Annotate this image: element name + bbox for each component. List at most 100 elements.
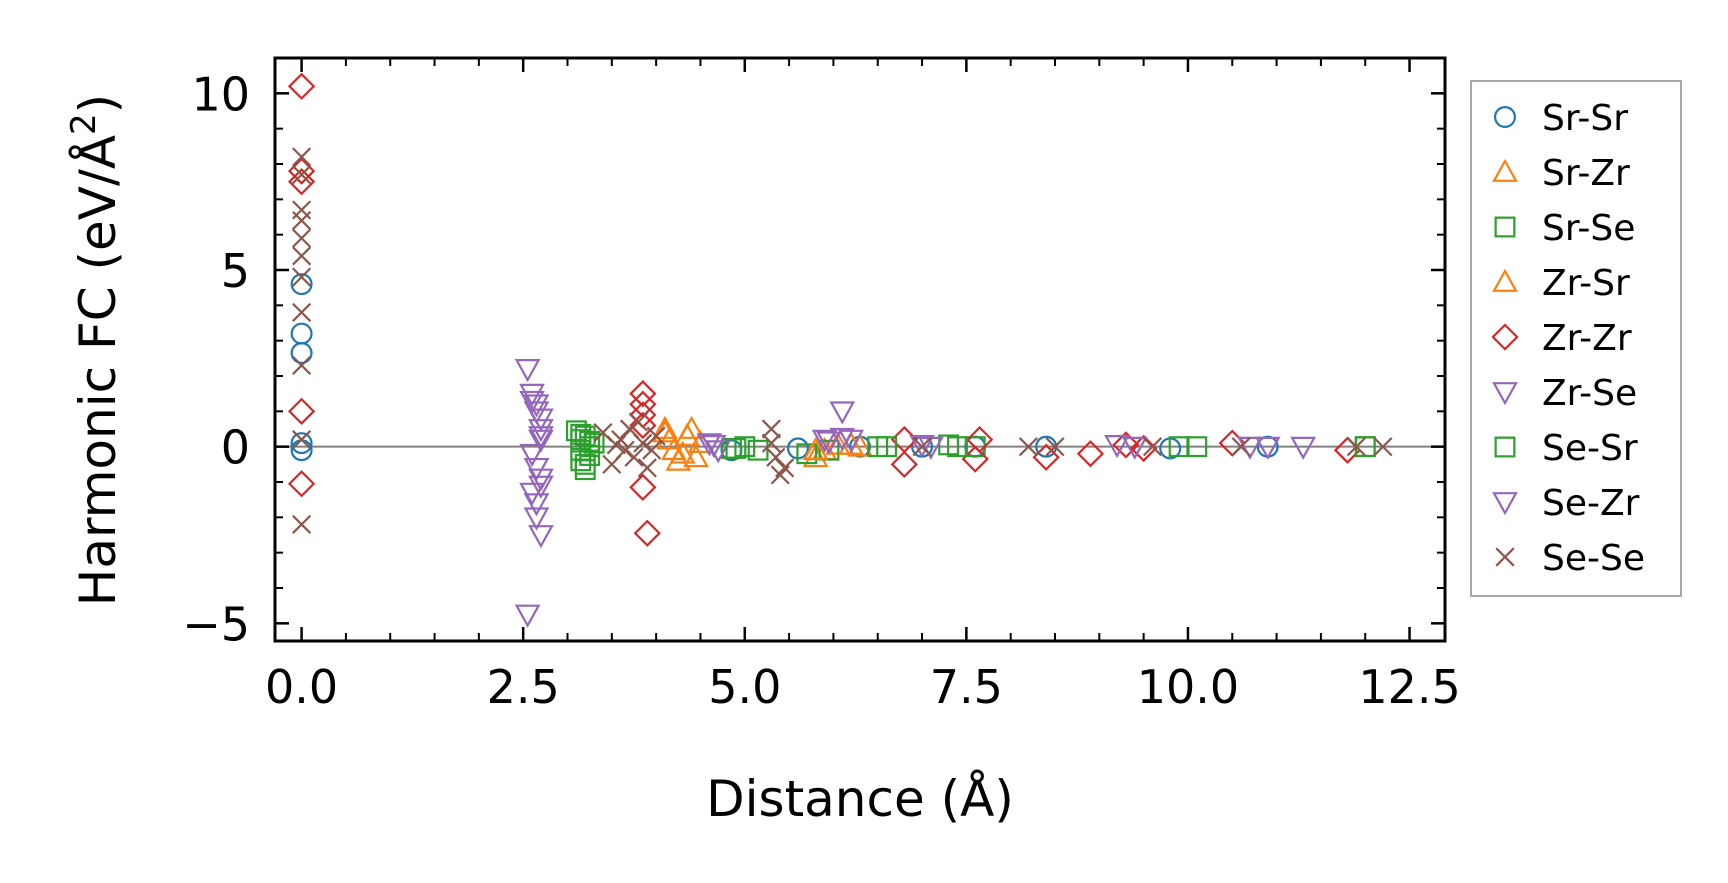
y-tick-label: 5 xyxy=(221,244,250,298)
data-point xyxy=(514,359,541,383)
legend-label: Sr-Zr xyxy=(1542,153,1630,194)
data-point xyxy=(292,147,312,167)
legend-marker xyxy=(1493,105,1516,128)
data-point xyxy=(287,470,316,498)
data-point xyxy=(966,425,994,454)
data-point xyxy=(287,72,316,100)
data-point xyxy=(287,397,316,425)
data-point xyxy=(700,435,727,459)
data-point xyxy=(1237,436,1263,460)
data-point xyxy=(290,342,313,365)
data-point xyxy=(629,473,657,501)
data-point xyxy=(1104,435,1130,459)
legend-label: Se-Sr xyxy=(1542,428,1638,469)
legend: Sr-Sr Sr-Zr Sr-Se Zr-Sr Zr-Zr Zr-Se Se-Sr Se-Zr… xyxy=(1470,80,1682,597)
data-point xyxy=(1018,437,1038,457)
data-point xyxy=(876,436,898,458)
data-point xyxy=(523,493,550,517)
data-point xyxy=(519,390,545,414)
tick-label-layer: 0.0 2.5 5.0 7.5 10.0 12.5 −5 0 5 10 xyxy=(182,67,1461,714)
data-point xyxy=(811,429,838,453)
legend-entry: Sr-Zr xyxy=(1492,153,1630,194)
data-point xyxy=(669,440,696,464)
data-point xyxy=(606,435,626,455)
legend-marker xyxy=(1495,547,1515,567)
legend-label: Sr-Se xyxy=(1542,208,1635,249)
data-point xyxy=(890,450,918,478)
data-point xyxy=(725,437,747,459)
data-point xyxy=(802,444,829,468)
data-point xyxy=(579,430,601,452)
data-point xyxy=(1290,436,1317,460)
data-point xyxy=(1346,437,1366,457)
legend-marker xyxy=(1491,323,1519,351)
data-point xyxy=(615,440,635,460)
series-Se-Sr xyxy=(570,423,1376,475)
y-axis-label-close: ) xyxy=(69,94,127,114)
data-point xyxy=(629,411,657,440)
data-point xyxy=(1231,437,1251,457)
data-point xyxy=(528,475,554,499)
data-point xyxy=(292,355,312,375)
data-point xyxy=(816,431,842,455)
plot-frame xyxy=(273,56,1447,643)
x-tick-label: 0.0 xyxy=(265,660,338,714)
x-tick-label: 2.5 xyxy=(487,660,560,714)
legend-entry: Se-Sr xyxy=(1494,428,1638,469)
legend-label: Zr-Sr xyxy=(1542,263,1630,304)
y-axis-label: Harmonic FC (eV/Å2) xyxy=(64,94,127,606)
data-point xyxy=(761,433,781,453)
data-point xyxy=(1168,436,1190,458)
data-point xyxy=(696,433,723,457)
legend-entry: Se-Se xyxy=(1495,538,1645,579)
legend-entry: Sr-Sr xyxy=(1493,98,1628,139)
data-point xyxy=(1254,436,1281,460)
y-axis-label-superscript: 2 xyxy=(64,113,104,135)
data-point xyxy=(292,165,312,185)
data-point xyxy=(292,514,312,534)
y-axis-label-main: Harmonic FC (eV/Å xyxy=(69,135,127,606)
data-point xyxy=(766,447,786,467)
data-point xyxy=(292,228,312,248)
legend-label: Zr-Zr xyxy=(1542,318,1632,359)
y-tick-label: 10 xyxy=(191,67,250,121)
data-point xyxy=(829,427,856,452)
data-point xyxy=(624,447,644,467)
legend-entry: Zr-Zr xyxy=(1491,318,1632,359)
data-point xyxy=(528,468,554,492)
data-point xyxy=(574,453,596,475)
data-point xyxy=(775,458,795,478)
data-point xyxy=(514,604,541,628)
data-point xyxy=(1112,431,1140,459)
data-point xyxy=(292,302,312,322)
data-point xyxy=(761,419,781,439)
data-point xyxy=(633,433,653,453)
data-point xyxy=(1032,443,1060,471)
data-point xyxy=(642,440,662,460)
data-point xyxy=(528,525,554,549)
data-point xyxy=(947,436,968,458)
data-point xyxy=(629,380,657,408)
legend-marker xyxy=(1494,436,1516,458)
legend-label: Se-Se xyxy=(1542,538,1645,579)
legend-label: Zr-Se xyxy=(1542,373,1637,414)
data-point xyxy=(633,519,661,547)
data-point xyxy=(292,246,312,266)
data-point xyxy=(1373,437,1393,457)
series-Se-Zr xyxy=(519,390,1263,499)
legend-marker xyxy=(1492,158,1518,182)
legend-label: Sr-Sr xyxy=(1542,98,1628,139)
data-point xyxy=(287,168,316,196)
data-point xyxy=(292,210,312,231)
legend-marker xyxy=(1492,492,1518,516)
x-axis-label: Distance (Å) xyxy=(706,770,1014,828)
x-tick-label: 12.5 xyxy=(1358,660,1460,714)
data-point xyxy=(918,436,944,460)
data-point xyxy=(802,436,829,461)
data-point xyxy=(290,432,313,455)
data-points-layer xyxy=(287,72,1393,628)
y-tick-label: −5 xyxy=(182,597,250,651)
legend-entry: Sr-Se xyxy=(1494,208,1635,249)
data-point xyxy=(705,440,732,464)
